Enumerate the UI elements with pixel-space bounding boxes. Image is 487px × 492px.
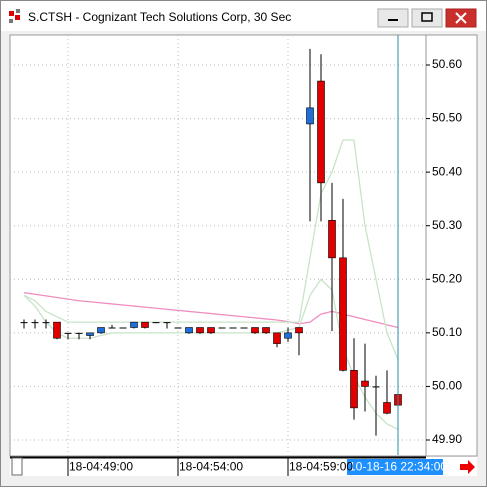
candle-body xyxy=(383,402,391,414)
cursor-label: 10-18-16 22:34:00 xyxy=(349,460,447,474)
candle-body xyxy=(163,322,171,324)
cursor-label-bg xyxy=(347,459,443,475)
candle-body xyxy=(372,386,380,388)
y-tick-label: 50.10 xyxy=(432,325,462,339)
maximize-button[interactable] xyxy=(411,8,443,28)
candle-body xyxy=(273,332,281,344)
y-tick-label: 50.30 xyxy=(432,218,462,232)
x-tick-label: 18-04:59:00 xyxy=(289,460,353,474)
candle-body xyxy=(350,370,358,409)
x-tick-label: 18-04:54:00 xyxy=(179,460,243,474)
y-tick-label: 50.40 xyxy=(432,164,462,178)
candle-body xyxy=(97,327,105,334)
candle-body xyxy=(64,332,72,334)
candle-body xyxy=(31,322,39,324)
candle-body xyxy=(240,327,248,329)
candle-body xyxy=(207,327,215,334)
candle-body xyxy=(339,257,347,371)
close-button[interactable] xyxy=(445,8,477,28)
candle-body xyxy=(152,322,160,324)
candle-body xyxy=(317,80,325,184)
candle-body xyxy=(306,107,314,125)
candle-body xyxy=(361,380,369,387)
overlay-line xyxy=(23,139,399,360)
y-tick-label: 50.20 xyxy=(432,271,462,285)
candle-body xyxy=(20,322,28,324)
candle-body xyxy=(141,321,149,328)
candle-body xyxy=(185,327,193,334)
candle-body xyxy=(53,321,61,339)
candle-body xyxy=(262,327,270,334)
candle-body xyxy=(119,327,127,329)
candle-body xyxy=(75,332,83,334)
plot-area xyxy=(9,34,427,457)
candle-body xyxy=(284,332,292,339)
x-tick-label: 18-04:49:00 xyxy=(69,460,133,474)
candle-body xyxy=(42,322,50,324)
scroll-right-arrow[interactable] xyxy=(460,460,475,474)
candle-body xyxy=(196,327,204,334)
candle-body xyxy=(174,327,182,329)
minimize-button[interactable] xyxy=(377,8,409,28)
y-tick-label: 49.90 xyxy=(432,432,462,446)
candle-body xyxy=(86,332,94,336)
scroll-handle[interactable] xyxy=(11,457,23,476)
app-icon xyxy=(9,9,20,23)
price-axis xyxy=(425,34,478,457)
candle-body xyxy=(218,327,226,329)
candle-body xyxy=(328,220,336,259)
candle-body xyxy=(251,327,259,334)
y-tick-label: 50.60 xyxy=(432,57,462,71)
y-tick-label: 50.00 xyxy=(432,379,462,393)
window-title: S.CTSH - Cognizant Tech Solutions Corp, … xyxy=(28,10,291,24)
candle-body xyxy=(295,327,303,334)
y-tick-label: 50.50 xyxy=(432,111,462,125)
candle-body xyxy=(130,321,138,328)
candle-body xyxy=(108,327,116,329)
candle-body xyxy=(229,327,237,329)
